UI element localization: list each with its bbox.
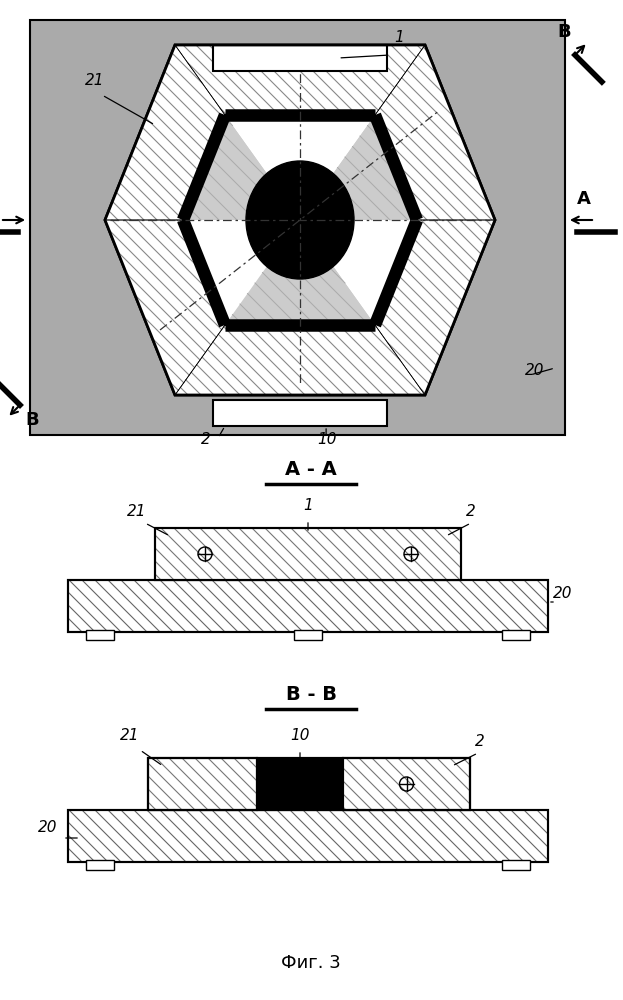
Text: A - A: A - A	[285, 460, 337, 479]
Polygon shape	[300, 220, 417, 325]
Polygon shape	[175, 45, 425, 115]
Bar	[343, 758, 470, 810]
Text: B: B	[25, 411, 39, 429]
Polygon shape	[375, 45, 495, 220]
Polygon shape	[105, 45, 495, 395]
Bar	[148, 758, 257, 810]
Bar	[294, 630, 322, 640]
Text: 1: 1	[303, 498, 313, 513]
Text: 2: 2	[475, 734, 485, 749]
Text: 10: 10	[290, 728, 310, 743]
Bar	[68, 810, 548, 862]
Text: 21: 21	[85, 73, 105, 88]
Bar	[86, 630, 114, 640]
Text: 1: 1	[394, 30, 404, 45]
Text: 2: 2	[466, 504, 476, 519]
Bar	[155, 528, 461, 580]
Bar	[502, 630, 530, 640]
Polygon shape	[105, 45, 225, 220]
Text: 20: 20	[525, 363, 545, 378]
Text: 20: 20	[38, 820, 57, 835]
Bar	[148, 758, 470, 810]
Bar	[155, 528, 461, 580]
Text: A: A	[577, 190, 591, 208]
Bar	[30, 20, 565, 435]
Polygon shape	[183, 220, 300, 325]
Bar	[502, 860, 530, 870]
Text: 20: 20	[553, 586, 573, 601]
Bar	[148, 758, 257, 810]
Text: 10: 10	[317, 432, 337, 447]
Bar	[68, 580, 548, 632]
Bar	[213, 400, 387, 426]
Polygon shape	[225, 220, 375, 325]
Bar	[68, 580, 548, 632]
Polygon shape	[175, 325, 425, 395]
Polygon shape	[375, 220, 495, 395]
Bar	[343, 758, 470, 810]
Polygon shape	[183, 115, 417, 325]
Bar	[68, 810, 548, 862]
Bar	[257, 758, 343, 810]
Text: 2: 2	[201, 432, 211, 447]
Polygon shape	[225, 115, 375, 220]
Polygon shape	[105, 220, 225, 395]
Text: 21: 21	[120, 728, 140, 743]
Text: B: B	[557, 23, 571, 41]
Bar	[86, 860, 114, 870]
Polygon shape	[300, 115, 417, 220]
Polygon shape	[183, 115, 300, 220]
Text: B - B: B - B	[285, 685, 336, 704]
Ellipse shape	[246, 161, 354, 279]
Bar	[213, 45, 387, 71]
Text: 21: 21	[127, 504, 146, 519]
Text: Фиг. 3: Фиг. 3	[281, 954, 341, 972]
